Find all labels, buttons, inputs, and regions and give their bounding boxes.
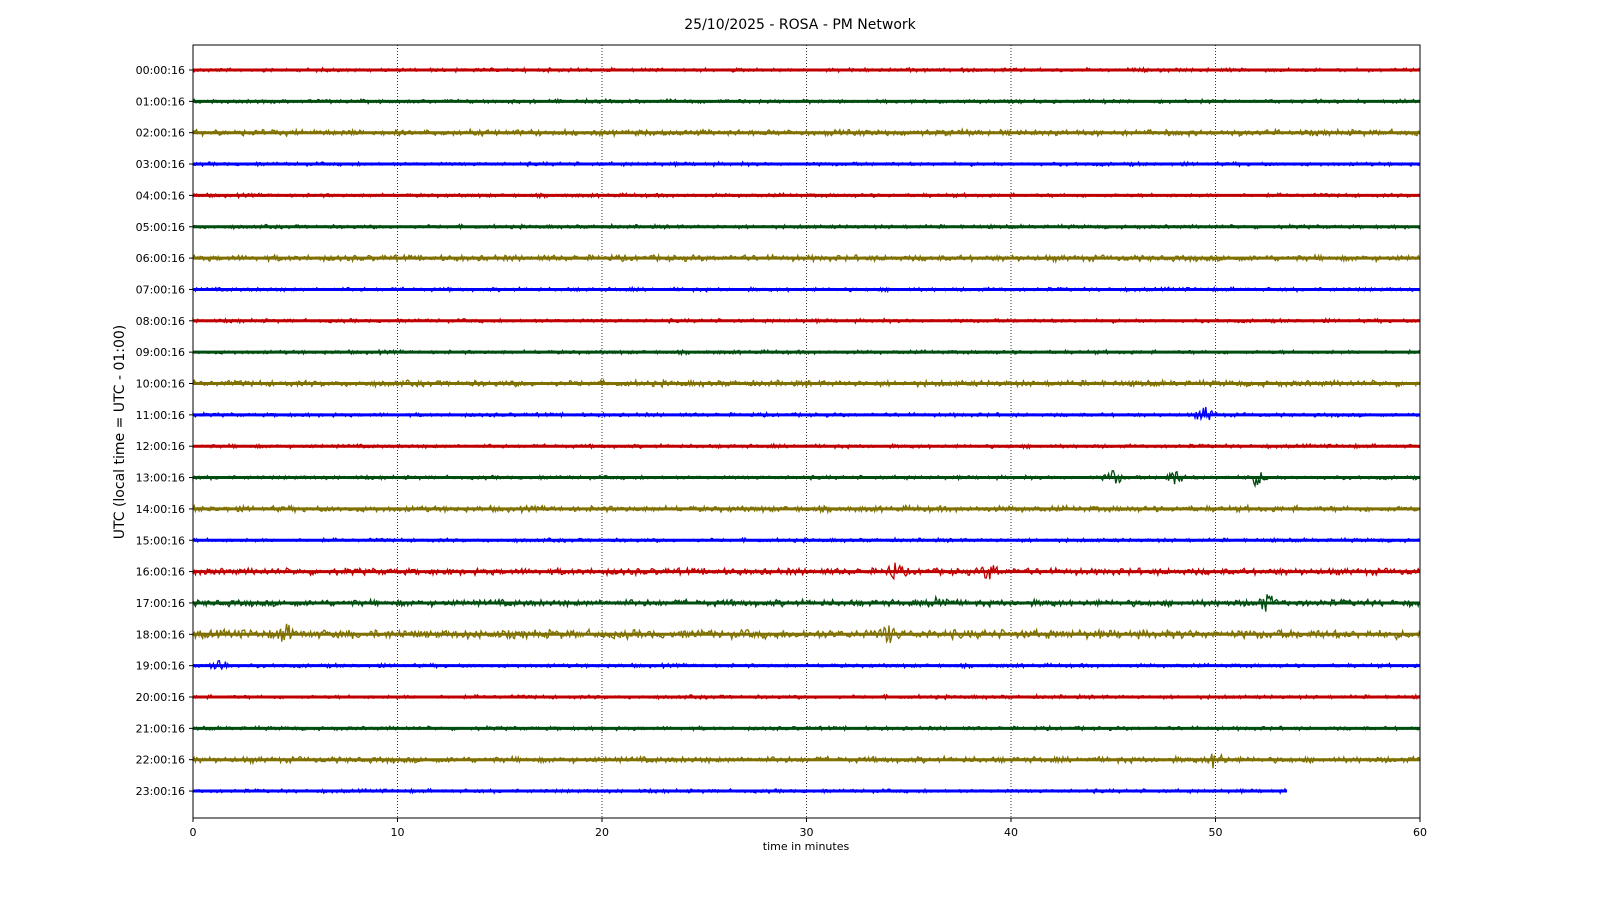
y-tick-label: 16:00:16: [136, 566, 185, 579]
y-tick-label: 04:00:16: [136, 189, 185, 202]
x-tick-label: 60: [1413, 826, 1427, 839]
x-tick-label: 40: [1004, 826, 1018, 839]
y-tick-label: 05:00:16: [136, 221, 185, 234]
y-tick-label: 15:00:16: [136, 534, 185, 547]
chart-title: 25/10/2025 - ROSA - PM Network: [684, 17, 916, 33]
x-tick-labels: 0 10 20 30 40 50 60: [190, 818, 1427, 839]
y-tick-label: 01:00:16: [136, 95, 185, 108]
x-tick-label: 20: [595, 826, 609, 839]
y-tick-label: 13:00:16: [136, 472, 185, 485]
plot-area: [193, 45, 1420, 818]
y-tick-label: 03:00:16: [136, 158, 185, 171]
y-tick-label: 17:00:16: [136, 597, 185, 610]
y-tick-label: 20:00:16: [136, 691, 185, 704]
y-tick-label: 09:00:16: [136, 346, 185, 359]
y-tick-label: 12:00:16: [136, 440, 185, 453]
y-tick-label: 22:00:16: [136, 754, 185, 767]
y-tick-label: 08:00:16: [136, 315, 185, 328]
y-tick-label: 10:00:16: [136, 378, 185, 391]
y-tick-label: 00:00:16: [136, 64, 185, 77]
x-axis-label: time in minutes: [763, 840, 850, 853]
y-tick-label: 18:00:16: [136, 628, 185, 641]
x-tick-label: 50: [1209, 826, 1223, 839]
y-tick-label: 21:00:16: [136, 722, 185, 735]
y-tick-label: 19:00:16: [136, 660, 185, 673]
y-tick-labels: 00:00:16 01:00:16 02:00:16 03:00:16 04:00:16…: [136, 64, 193, 798]
y-axis-label: UTC (local time = UTC - 01:00): [112, 325, 128, 540]
y-tick-label: 07:00:16: [136, 283, 185, 296]
traces: [192, 66, 1421, 795]
x-tick-label: 10: [391, 826, 405, 839]
x-tick-label: 0: [190, 826, 197, 839]
y-tick-label: 02:00:16: [136, 127, 185, 140]
y-tick-label: 11:00:16: [136, 409, 185, 422]
x-tick-label: 30: [800, 826, 814, 839]
y-tick-label: 14:00:16: [136, 503, 185, 516]
y-tick-label: 06:00:16: [136, 252, 185, 265]
y-tick-label: 23:00:16: [136, 785, 185, 798]
